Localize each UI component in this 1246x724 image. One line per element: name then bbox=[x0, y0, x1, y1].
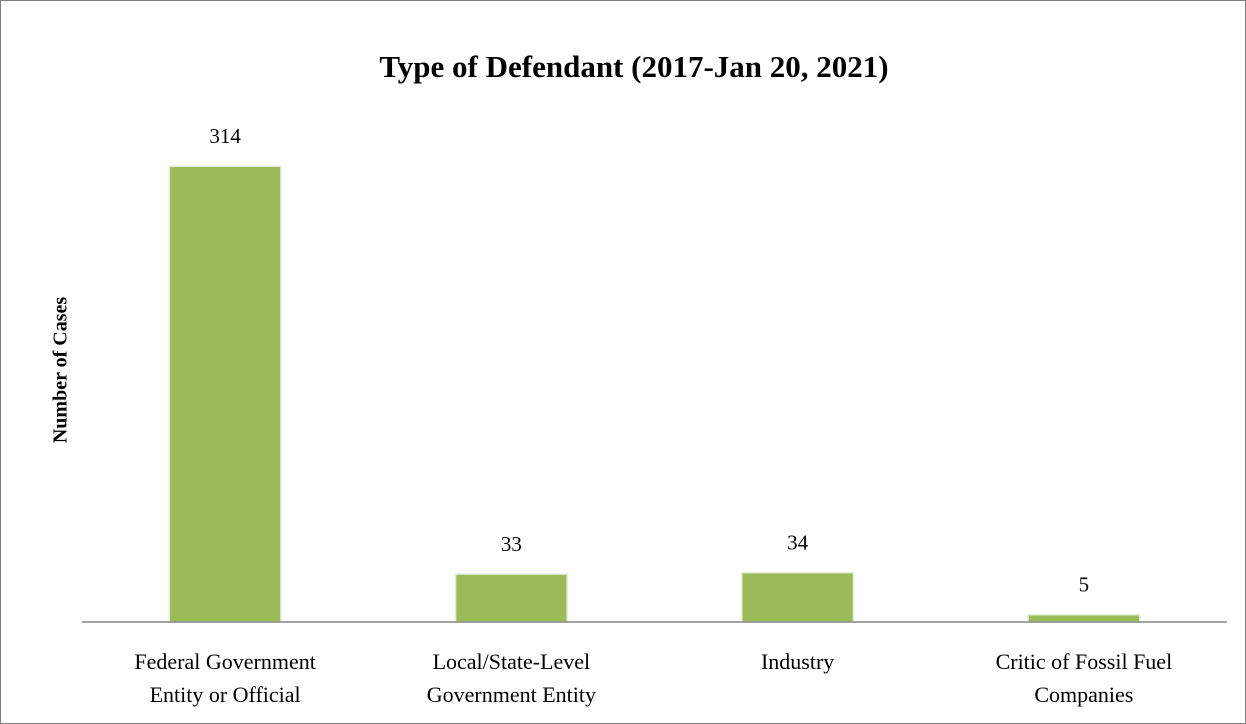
x-tick-label: Critic of Fossil Fuel Companies bbox=[995, 649, 1173, 707]
bar bbox=[168, 165, 282, 623]
data-label: 314 bbox=[209, 124, 241, 148]
bar bbox=[454, 573, 568, 623]
bar bbox=[741, 571, 855, 623]
chart-title: Type of Defendant (2017-Jan 20, 2021) bbox=[379, 49, 888, 84]
bar bbox=[1027, 613, 1141, 623]
x-tick-label: Industry bbox=[760, 649, 835, 674]
x-tick-label: Local/State-Level Government Entity bbox=[426, 649, 596, 707]
data-label: 34 bbox=[787, 530, 809, 554]
data-label: 33 bbox=[501, 532, 522, 556]
y-axis-label: Number of Cases bbox=[50, 297, 72, 444]
data-label: 5 bbox=[1079, 573, 1090, 597]
x-tick-label: Federal Government Entity or Official bbox=[134, 649, 316, 707]
